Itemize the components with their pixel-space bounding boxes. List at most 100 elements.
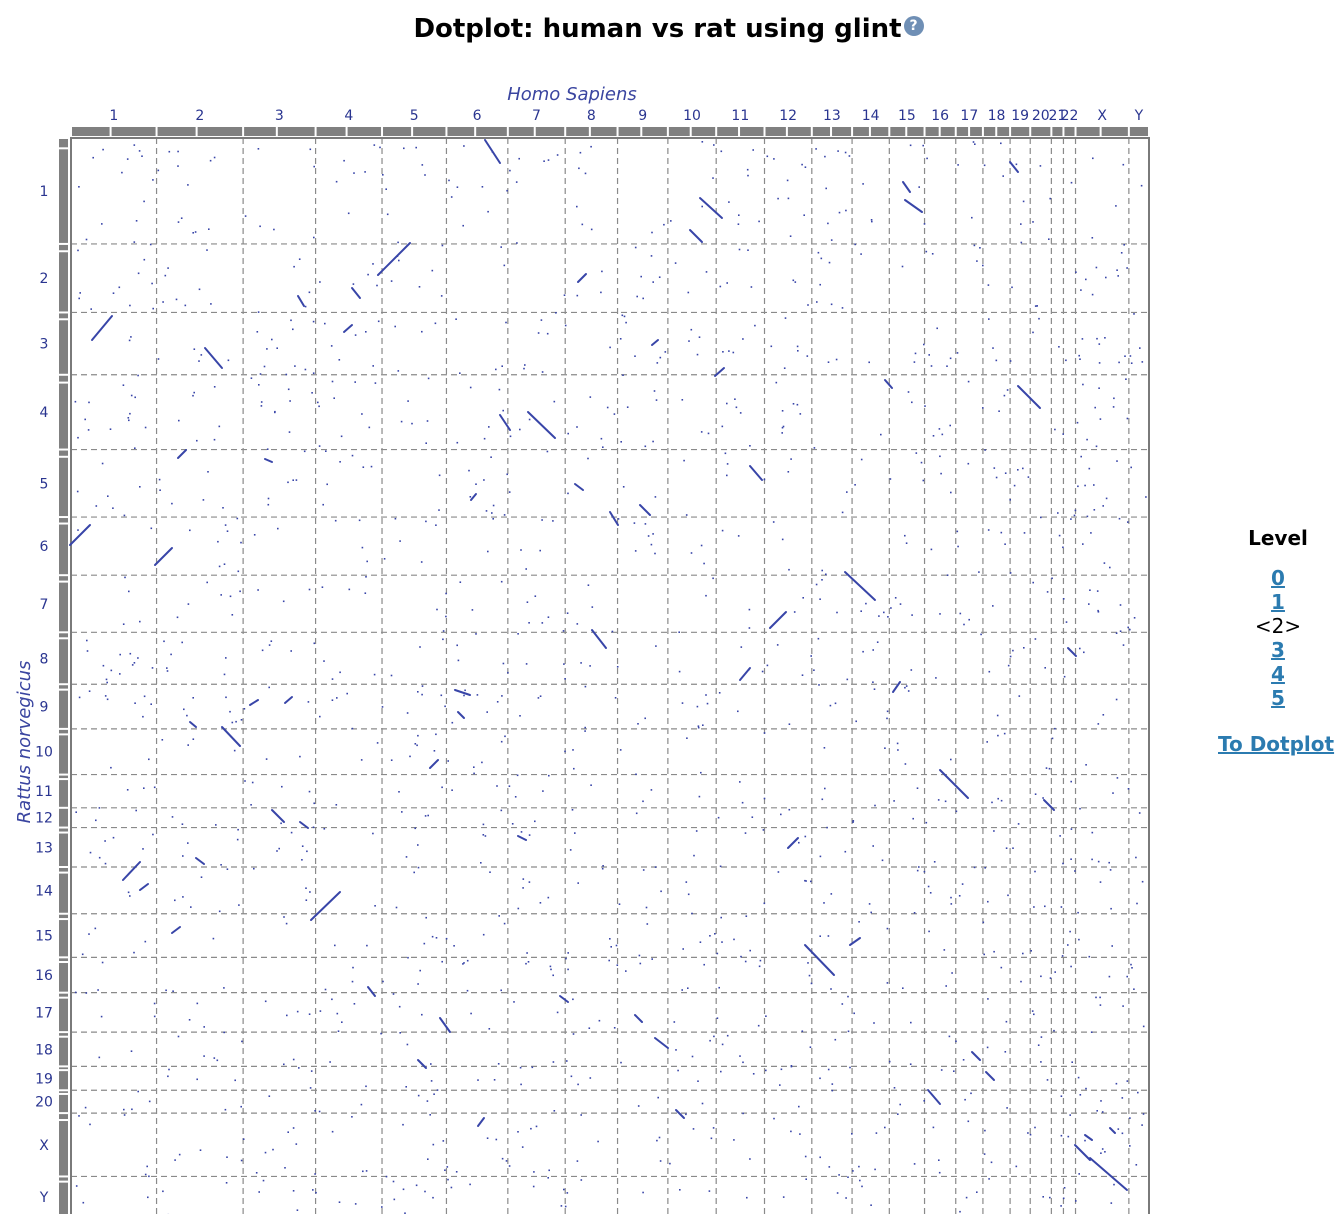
- synteny-dot: [528, 418, 531, 421]
- synteny-dot: [268, 1095, 271, 1097]
- synteny-dot: [781, 426, 784, 429]
- synteny-dot: [180, 217, 183, 219]
- synteny-dot: [192, 394, 194, 397]
- synteny-dot: [347, 212, 350, 215]
- synteny-dot: [123, 1114, 126, 1116]
- synteny-dot: [566, 612, 569, 614]
- synteny-dot: [890, 607, 892, 609]
- synteny-dot: [681, 989, 683, 991]
- synteny-dot: [655, 399, 658, 401]
- synteny-dot: [1022, 952, 1024, 955]
- synteny-dot: [457, 659, 460, 662]
- synteny-dot: [331, 1130, 334, 1133]
- synteny-dot: [134, 447, 136, 449]
- synteny-dot: [801, 674, 804, 676]
- synteny-dot: [1034, 793, 1037, 795]
- level-link-5[interactable]: 5: [1271, 686, 1285, 710]
- level-link-0[interactable]: 0: [1271, 566, 1285, 590]
- synteny-dot: [184, 304, 187, 307]
- synteny-dot: [865, 602, 867, 605]
- synteny-dot: [282, 600, 285, 603]
- synteny-dot: [1110, 1202, 1113, 1204]
- synteny-dot: [435, 524, 437, 526]
- synteny-dot: [846, 491, 848, 493]
- y-chromosome-centromere: [59, 871, 68, 874]
- synteny-dot: [314, 1173, 316, 1175]
- synteny-dot: [858, 921, 860, 923]
- synteny-dot: [220, 864, 222, 866]
- synteny-dot: [976, 1191, 978, 1193]
- level-link-3[interactable]: 3: [1271, 638, 1285, 662]
- synteny-dot: [905, 685, 908, 687]
- synteny-dot: [442, 630, 445, 632]
- y-chromosome-label: 2: [40, 271, 49, 287]
- synteny-dot: [285, 373, 288, 376]
- x-chromosome-label: 18: [988, 108, 1006, 124]
- synteny-dot: [323, 660, 325, 662]
- synteny-dot: [175, 298, 178, 301]
- synteny-dot: [419, 969, 421, 972]
- synteny-dot: [213, 1057, 216, 1059]
- synteny-dot: [423, 942, 426, 945]
- synteny-dot: [789, 235, 792, 237]
- synteny-dot: [237, 828, 239, 831]
- synteny-dot: [816, 301, 818, 303]
- y-chromosome-centromere: [59, 580, 68, 583]
- synteny-dot: [471, 609, 474, 611]
- synteny-dot: [1116, 777, 1119, 779]
- synteny-dot: [827, 361, 830, 363]
- synteny-dot: [611, 630, 614, 633]
- synteny-dot: [651, 231, 653, 234]
- synteny-segment: [892, 681, 901, 693]
- synteny-dot: [365, 1170, 368, 1172]
- synteny-dot: [911, 614, 913, 616]
- synteny-dot: [807, 304, 809, 306]
- synteny-dot: [533, 1171, 535, 1173]
- synteny-dot: [986, 741, 988, 743]
- y-chromosome-centromere: [59, 318, 68, 321]
- synteny-dot: [1097, 860, 1100, 863]
- synteny-dot: [926, 157, 928, 160]
- synteny-dot: [825, 573, 827, 576]
- synteny-dot: [135, 220, 138, 222]
- synteny-dot: [584, 726, 586, 729]
- synteny-dot: [1054, 428, 1056, 431]
- synteny-dot: [400, 420, 403, 423]
- synteny-dot: [500, 809, 503, 812]
- to-dotplot-link[interactable]: To Dotplot: [1218, 732, 1335, 756]
- synteny-dot: [740, 955, 742, 958]
- synteny-dot: [78, 297, 80, 300]
- synteny-segment: [271, 809, 285, 823]
- synteny-dot: [834, 702, 837, 705]
- synteny-dot: [1061, 955, 1064, 957]
- synteny-dot: [293, 265, 295, 268]
- synteny-dot: [364, 171, 366, 173]
- synteny-dot: [88, 690, 91, 692]
- synteny-dot: [143, 258, 146, 261]
- synteny-dot: [688, 340, 690, 342]
- synteny-dot: [1062, 1197, 1065, 1200]
- x-chromosome-bar: [1076, 127, 1128, 136]
- synteny-dot: [335, 804, 338, 806]
- synteny-dot: [923, 1100, 925, 1102]
- level-title: Level: [1248, 526, 1308, 550]
- synteny-dot: [783, 367, 786, 369]
- x-chromosome-label: 6: [473, 108, 482, 124]
- synteny-dot: [913, 912, 916, 914]
- synteny-dot: [642, 1191, 644, 1194]
- y-chromosome-bar: [59, 1067, 68, 1090]
- question-icon[interactable]: ?: [903, 16, 924, 36]
- synteny-dot: [100, 1015, 103, 1018]
- synteny-dot: [496, 701, 499, 703]
- synteny-dot: [435, 937, 438, 939]
- synteny-dot: [162, 1190, 164, 1193]
- synteny-dot: [749, 445, 751, 447]
- synteny-dot: [765, 1015, 767, 1017]
- synteny-dot: [1091, 831, 1094, 834]
- synteny-dot: [421, 330, 423, 333]
- synteny-dot: [483, 437, 486, 440]
- level-link-1[interactable]: 1: [1271, 590, 1285, 614]
- level-link-4[interactable]: 4: [1271, 662, 1285, 686]
- synteny-dot: [129, 304, 131, 307]
- synteny-dot: [720, 916, 722, 919]
